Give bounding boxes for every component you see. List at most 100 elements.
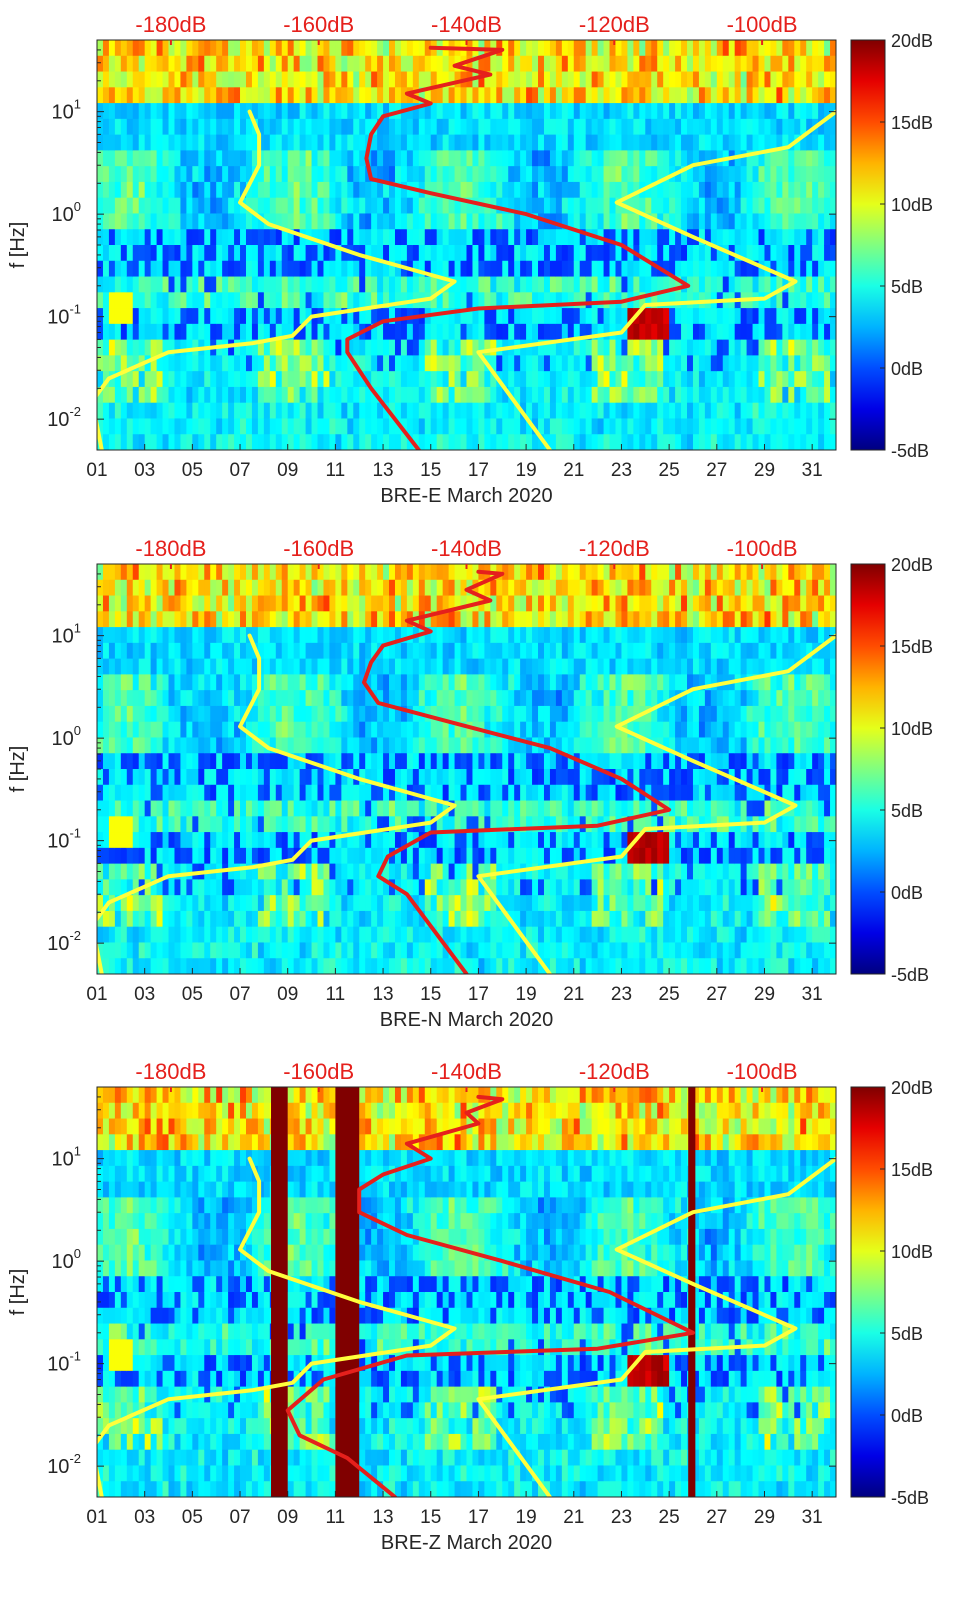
heatmap-cell — [681, 135, 688, 151]
heatmap-cell — [455, 229, 462, 245]
heatmap-cell — [300, 737, 307, 753]
heatmap-cell — [180, 580, 187, 596]
heatmap-cell — [437, 355, 444, 371]
heatmap-cell — [615, 213, 622, 229]
heatmap-cell — [318, 150, 325, 166]
heatmap-cell — [490, 245, 497, 261]
heatmap-cell — [383, 340, 390, 356]
heatmap-cell — [657, 434, 664, 450]
heatmap-cell — [383, 659, 390, 675]
heatmap-cell — [294, 355, 301, 371]
heatmap-cell — [437, 150, 444, 166]
heatmap-cell — [681, 355, 688, 371]
heatmap-cell — [699, 182, 706, 198]
heatmap-cell — [419, 245, 426, 261]
heatmap-cell — [490, 229, 497, 245]
heatmap-cell — [318, 706, 325, 722]
heatmap-cell — [413, 580, 420, 596]
heatmap-cell — [377, 911, 384, 927]
heatmap-cell — [562, 56, 569, 72]
heatmap-cell — [258, 355, 265, 371]
heatmap-cell — [329, 816, 336, 832]
heatmap-cell — [467, 911, 474, 927]
heatmap-cell — [145, 103, 152, 119]
heatmap-cell — [127, 213, 134, 229]
heatmap-cell — [204, 387, 211, 403]
heatmap-cell — [174, 119, 181, 135]
heatmap-cell — [365, 895, 372, 911]
heatmap-cell — [788, 40, 795, 56]
heatmap-cell — [532, 182, 539, 198]
heatmap-cell — [431, 737, 438, 753]
heatmap-cell — [389, 564, 396, 580]
heatmap-cell — [97, 198, 104, 214]
heatmap-cell — [276, 87, 283, 103]
heatmap-cell — [812, 87, 819, 103]
heatmap-cell — [568, 56, 575, 72]
heatmap-cell — [288, 277, 295, 293]
heatmap-cell — [675, 355, 682, 371]
heatmap-cell — [651, 403, 658, 419]
heatmap-cell — [425, 56, 432, 72]
heatmap-cell — [216, 706, 223, 722]
heatmap-cell — [306, 879, 313, 895]
heatmap-cell — [472, 690, 479, 706]
heatmap-cell — [97, 245, 104, 261]
heatmap-cell — [586, 371, 593, 387]
heatmap-cell — [365, 864, 372, 880]
heatmap-cell — [824, 355, 831, 371]
heatmap-cell — [407, 340, 414, 356]
heatmap-cell — [240, 166, 247, 182]
heatmap-cell — [759, 166, 766, 182]
heatmap-cell — [383, 371, 390, 387]
heatmap-cell — [127, 166, 134, 182]
heatmap-cell — [514, 103, 521, 119]
heatmap-cell — [228, 737, 235, 753]
heatmap-cell — [770, 371, 777, 387]
heatmap-cell — [550, 245, 557, 261]
heatmap-cell — [234, 292, 241, 308]
heatmap-cell — [103, 659, 110, 675]
heatmap-cell — [353, 580, 360, 596]
y-tick-label: 10-1 — [47, 302, 81, 329]
heatmap-cell — [97, 72, 104, 88]
heatmap-cell — [300, 277, 307, 293]
heatmap-cell — [246, 87, 253, 103]
heatmap-cell — [401, 72, 408, 88]
heatmap-cell — [723, 308, 730, 324]
heatmap-cell — [258, 611, 265, 627]
heatmap-cell — [472, 879, 479, 895]
heatmap-cell — [127, 722, 134, 738]
heatmap-cell — [574, 182, 581, 198]
heatmap-cell — [312, 324, 319, 340]
heatmap-cell — [240, 56, 247, 72]
heatmap-cell — [216, 611, 223, 627]
heatmap-cell — [216, 87, 223, 103]
heatmap-cell — [174, 418, 181, 434]
heatmap-cell — [270, 706, 277, 722]
heatmap-cell — [735, 72, 742, 88]
heatmap-cell — [127, 182, 134, 198]
heatmap-cell — [490, 308, 497, 324]
heatmap-cell — [425, 848, 432, 864]
heatmap-cell — [383, 958, 390, 974]
heatmap-cell — [186, 690, 193, 706]
heatmap-cell — [174, 690, 181, 706]
heatmap-cell — [520, 261, 527, 277]
heatmap-cell — [377, 848, 384, 864]
heatmap-cell — [461, 87, 468, 103]
top-axis-label: -160dB — [283, 12, 354, 37]
heatmap-cell — [210, 753, 217, 769]
heatmap-cell — [395, 166, 402, 182]
heatmap-cell — [729, 40, 736, 56]
heatmap-cell — [711, 213, 718, 229]
heatmap-cell — [747, 277, 754, 293]
heatmap-cell — [383, 87, 390, 103]
heatmap-cell — [645, 434, 652, 450]
heatmap-cell — [621, 40, 628, 56]
heatmap-cell — [776, 292, 783, 308]
heatmap-cell — [478, 103, 485, 119]
heatmap-cell — [741, 40, 748, 56]
heatmap-cell — [258, 816, 265, 832]
